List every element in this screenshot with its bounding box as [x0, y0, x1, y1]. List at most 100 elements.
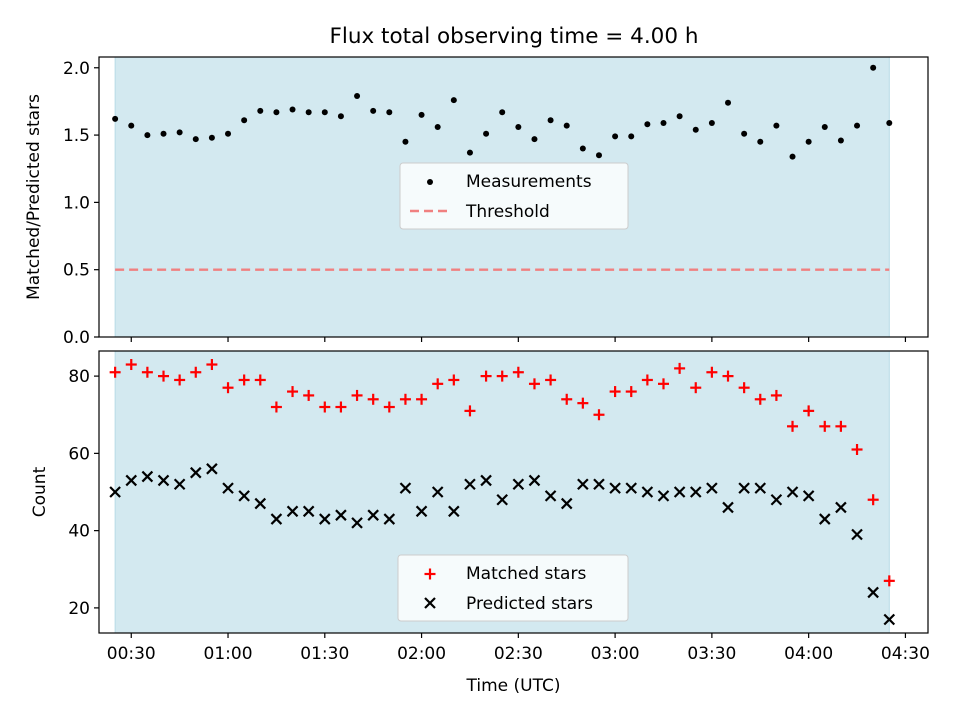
predicted-star-stroke-b — [819, 513, 831, 525]
count-x-tick-label: 03:00 — [591, 644, 640, 664]
matched-star-point — [835, 420, 847, 432]
predicted-star-point — [319, 513, 331, 525]
predicted-star-stroke-b — [770, 493, 783, 506]
predicted-star-point — [448, 505, 460, 518]
measurement-point — [305, 109, 312, 116]
measurement-point — [208, 134, 215, 141]
measurement-point — [466, 149, 473, 156]
predicted-stars-series — [109, 463, 896, 626]
predicted-star-stroke-b — [496, 493, 508, 506]
matched-star-point — [174, 374, 186, 386]
predicted-star-stroke-b — [109, 486, 121, 498]
predicted-star-point — [141, 470, 154, 483]
matched-star-point — [561, 393, 573, 405]
measurement-point — [499, 109, 506, 116]
matched-star-point — [770, 389, 782, 401]
measurements-series — [112, 64, 893, 160]
x-axis-label: Time (UTC) — [466, 676, 561, 696]
predicted-star-point — [883, 613, 896, 626]
predicted-star-point — [302, 505, 315, 518]
predicted-star-stroke-b — [335, 509, 347, 521]
legend-measurements-marker — [427, 179, 433, 185]
legend-threshold-label: Threshold — [465, 202, 550, 222]
measurement-point — [547, 117, 554, 124]
predicted-star-point — [722, 501, 734, 514]
predicted-star-stroke-b — [431, 486, 444, 498]
predicted-star-point — [480, 474, 492, 487]
predicted-star-stroke-b — [722, 501, 734, 514]
matched-star-point — [383, 401, 395, 413]
count-x-tick-label: 01:30 — [300, 644, 349, 664]
matched-star-point — [351, 389, 363, 401]
predicted-star-stroke-b — [577, 478, 589, 491]
predicted-star-stroke-b — [609, 482, 621, 494]
measurement-point — [241, 117, 248, 124]
ratio-legend: Measurements Threshold — [399, 162, 629, 230]
ratio-legend-box — [399, 162, 629, 230]
matched-star-point — [399, 393, 411, 405]
predicted-star-point — [351, 517, 363, 529]
matched-star-point — [270, 401, 282, 413]
measurement-point — [789, 153, 796, 160]
legend-predicted-marker — [424, 597, 436, 609]
count-y-tick-label: 60 — [68, 444, 90, 464]
matched-star-point — [158, 370, 170, 382]
predicted-star-stroke-b — [367, 509, 379, 521]
legend-predicted-label: Predicted stars — [466, 594, 593, 614]
predicted-star-point — [560, 497, 573, 510]
matched-star-point — [222, 382, 234, 394]
ratio-y-tick-label: 1.5 — [63, 126, 90, 146]
predicted-star-point — [673, 486, 686, 498]
predicted-star-stroke-b — [512, 478, 525, 491]
predicted-star-stroke-b — [206, 463, 218, 475]
measurement-point — [176, 129, 183, 136]
predicted-star-stroke-b — [689, 486, 702, 498]
measurement-point — [515, 124, 522, 130]
measurement-point — [112, 115, 119, 122]
predicted-star-stroke-b — [351, 517, 363, 529]
measurement-point — [821, 124, 828, 130]
predicted-star-stroke-b — [738, 482, 750, 494]
predicted-star-point — [222, 482, 234, 494]
measurement-point — [660, 119, 667, 126]
measurement-point — [321, 109, 328, 116]
measurement-point — [854, 122, 861, 129]
predicted-star-point — [738, 482, 750, 494]
predicted-star-stroke-b — [238, 490, 250, 502]
matched-star-point — [190, 366, 202, 378]
ratio-y-tick-label: 2.0 — [63, 59, 90, 79]
matched-star-point — [738, 382, 750, 394]
count-legend-box — [397, 554, 629, 622]
predicted-star-point — [431, 486, 444, 498]
matched-star-point — [287, 386, 299, 398]
matched-star-point — [141, 366, 153, 378]
ratio-y-tick-label: 1.0 — [63, 193, 90, 213]
predicted-star-point — [593, 478, 605, 491]
predicted-star-point — [254, 497, 267, 510]
matched-star-point — [367, 393, 379, 405]
predicted-star-stroke-b — [464, 478, 476, 491]
measurement-point — [741, 130, 748, 137]
predicted-star-point — [512, 478, 525, 491]
matched-star-point — [528, 378, 540, 390]
count-y-tick-label: 80 — [68, 367, 90, 387]
matched-star-point — [803, 405, 815, 417]
predicted-star-point — [544, 490, 557, 502]
matched-star-point — [512, 366, 524, 378]
measurement-point — [434, 124, 441, 130]
predicted-star-point — [335, 509, 347, 521]
matched-star-point — [238, 374, 250, 386]
matched-star-point — [448, 374, 460, 386]
predicted-star-point — [173, 478, 186, 491]
matched-star-point — [690, 382, 702, 394]
predicted-star-point — [464, 478, 476, 491]
count-x-tick-label: 01:00 — [204, 644, 253, 664]
count-legend: Matched stars Predicted stars — [397, 554, 629, 622]
ratio-x-axis-ticks — [130, 337, 907, 342]
predicted-star-stroke-b — [706, 482, 718, 494]
count-x-axis-ticks: 00:30 01:00 01:30 02:00 02:30 03:00 03:30 04:00… — [107, 633, 930, 664]
measurement-point — [160, 130, 167, 137]
predicted-star-point — [625, 482, 638, 494]
predicted-star-point — [689, 486, 702, 498]
